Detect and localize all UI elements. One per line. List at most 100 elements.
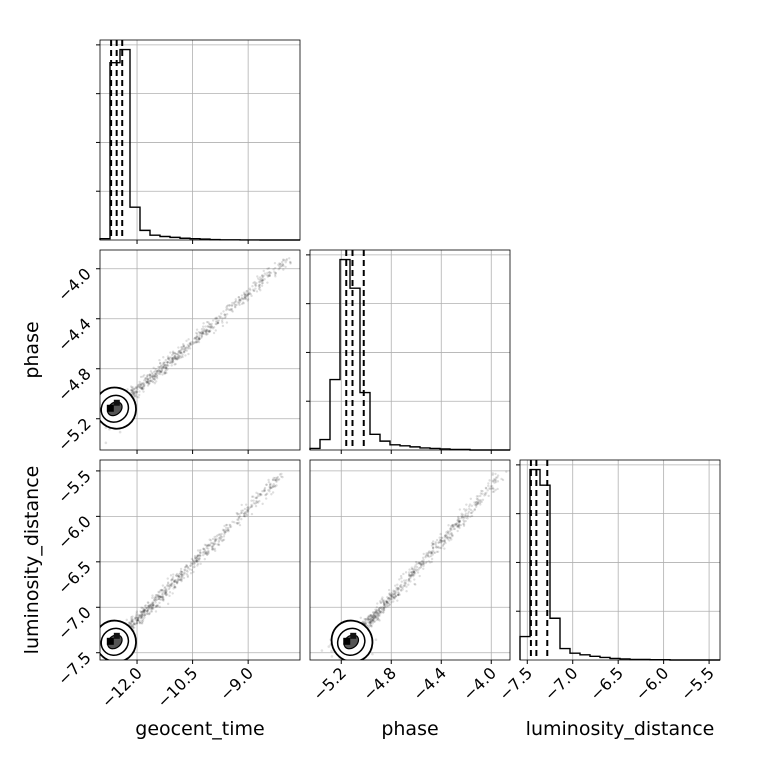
sample-point [252, 495, 255, 498]
sample-point [257, 284, 260, 288]
sample-point [422, 564, 425, 568]
sample-point [145, 379, 148, 383]
sample-point [147, 379, 150, 382]
sample-point [150, 606, 153, 609]
sample-point [180, 355, 183, 358]
sample-point [148, 607, 151, 611]
sample-point [224, 526, 228, 530]
sample-point [246, 510, 250, 513]
sample-point [491, 487, 495, 490]
sample-point [160, 588, 163, 592]
sample-point [209, 329, 212, 332]
sample-point [185, 569, 188, 572]
sample-point [208, 330, 212, 333]
sample-point [425, 553, 428, 557]
sample-point [438, 546, 442, 549]
sample-point [179, 570, 183, 573]
sample-point [195, 555, 199, 559]
sample-point [192, 341, 196, 345]
sample-point [422, 563, 425, 566]
sample-point [261, 278, 264, 282]
sample-point [217, 315, 221, 318]
sample-point [383, 604, 386, 608]
sample-point [396, 588, 400, 591]
sample-point [160, 589, 164, 592]
sample-point [261, 279, 265, 282]
sample-point [372, 618, 375, 621]
sample-point [411, 575, 415, 578]
sample-point [259, 289, 262, 292]
sample-point [430, 554, 433, 558]
sample-point [162, 366, 166, 369]
sample-point [135, 390, 139, 394]
sample-point [266, 267, 269, 270]
sample-point [131, 624, 135, 628]
sample-point [201, 325, 205, 328]
scatter-panel-geocent_time-phase [99, 249, 301, 451]
sample-point [435, 550, 439, 554]
sample-point [163, 361, 167, 364]
sample-point [142, 614, 145, 617]
sample-point [214, 320, 218, 323]
sample-point [183, 347, 187, 350]
sample-point [244, 510, 247, 514]
x-tick-label-phase: −4.4 [409, 663, 450, 704]
sample-point [174, 574, 178, 577]
sample-point [449, 526, 453, 530]
sample-point [251, 284, 254, 288]
sample-point [189, 564, 192, 568]
sample-point [211, 547, 214, 551]
sample-point [407, 574, 411, 578]
sample-point [155, 377, 159, 380]
sample-point [258, 499, 261, 503]
sample-point [150, 375, 154, 379]
sample-point [476, 498, 479, 501]
sample-point [189, 341, 193, 344]
sample-point [256, 492, 260, 496]
sample-point [180, 351, 183, 355]
sample-point [198, 334, 201, 337]
sample-point [163, 363, 167, 367]
sample-point [192, 570, 195, 574]
sample-point [457, 525, 461, 528]
sample-point [240, 517, 243, 521]
sample-point [275, 479, 278, 482]
sample-point [157, 365, 160, 369]
sample-point [377, 608, 381, 611]
sample-point [222, 310, 225, 313]
sample-point [371, 618, 374, 622]
sample-point [198, 557, 201, 560]
y-axis-label-phase: phase [21, 321, 43, 378]
sample-point [143, 609, 146, 613]
sample-point [217, 543, 220, 546]
sample-point [138, 380, 141, 384]
sample-point [249, 292, 252, 296]
sample-point [374, 610, 378, 614]
sample-point [430, 544, 434, 547]
sample-point [256, 500, 259, 504]
sample-point [394, 590, 398, 594]
sample-point [226, 529, 229, 532]
sample-point [205, 553, 209, 556]
sample-point [244, 297, 248, 301]
sample-point [270, 486, 273, 490]
sample-point [155, 380, 158, 383]
sample-point [179, 567, 183, 571]
sample-point [390, 594, 393, 597]
sample-point [139, 616, 143, 620]
sample-point [260, 279, 264, 282]
sample-point [153, 378, 156, 381]
sample-point [206, 547, 210, 550]
sample-point [421, 562, 424, 566]
sample-point [146, 601, 150, 604]
sample-point [422, 558, 425, 562]
sample-point [448, 539, 451, 542]
sample-point [437, 546, 440, 549]
sample-point [146, 377, 150, 381]
density-peak-cell [343, 637, 351, 645]
sample-point [160, 370, 163, 374]
sample-point [469, 511, 473, 515]
sample-point [445, 531, 448, 534]
sample-point [195, 559, 199, 562]
scatter-points [320, 470, 508, 660]
